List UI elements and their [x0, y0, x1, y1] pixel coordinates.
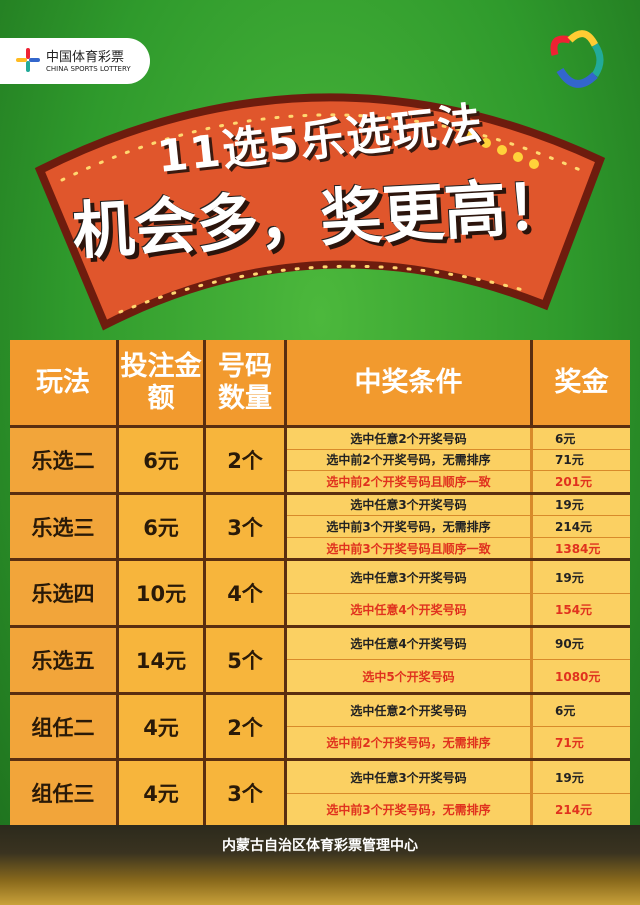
- table-header: 玩法 投注金额 号码数量 中奖条件 奖金: [10, 340, 630, 425]
- bet-cost: 6元: [119, 494, 203, 559]
- play-name: 乐选二: [10, 428, 116, 492]
- banner-art: [34, 30, 606, 331]
- condition-row: 选中任意3个开奖号码 19元: [287, 761, 630, 793]
- logo-mark: [16, 48, 40, 72]
- condition-text: 选中任意2个开奖号码: [287, 428, 530, 449]
- table-row: 乐选二 6元 2个 选中任意2个开奖号码 6元 选中前2个开奖号码，无需排序 71元 选中前2…: [10, 428, 630, 492]
- prize: 6元: [533, 694, 630, 727]
- bet-cost: 6元: [119, 428, 203, 492]
- number-count: 4个: [206, 561, 284, 626]
- condition-row: 选中任意3个开奖号码 19元: [287, 561, 630, 593]
- prize: 71元: [533, 727, 630, 759]
- prize: 19元: [533, 561, 630, 593]
- condition-row: 选中任意2个开奖号码 6元: [287, 694, 630, 727]
- number-count: 2个: [206, 428, 284, 492]
- condition-row: 选中前2个开奖号码且顺序一致 201元: [287, 471, 630, 492]
- table-row: 乐选三 6元 3个 选中任意3个开奖号码 19元 选中前3个开奖号码，无需排序 214元 选中…: [10, 494, 630, 559]
- prize: 154元: [533, 593, 630, 626]
- play-name: 乐选四: [10, 561, 116, 626]
- condition-row: 选中任意4个开奖号码 90元: [287, 628, 630, 660]
- prize: 214元: [533, 516, 630, 537]
- condition-row: 选中前2个开奖号码，无需排序 71元: [287, 449, 630, 471]
- rules-table: 玩法 投注金额 号码数量 中奖条件 奖金 乐选二 6元 2个 选中任意2个开奖号码 6元 选中前2个…: [10, 340, 630, 826]
- bet-cost: 14元: [119, 628, 203, 692]
- condition-text: 选中任意3个开奖号码: [287, 761, 530, 793]
- prize: 6元: [533, 428, 630, 449]
- condition-row: 选中前3个开奖号码，无需排序 214元: [287, 793, 630, 826]
- condition-text: 选中前2个开奖号码且顺序一致: [287, 471, 530, 492]
- condition-text: 选中任意3个开奖号码: [287, 494, 530, 516]
- header-cell: 玩法: [10, 340, 116, 425]
- number-count: 3个: [206, 494, 284, 559]
- conditions: 选中任意3个开奖号码 19元 选中任意4个开奖号码 154元: [287, 561, 630, 626]
- conditions: 选中任意3个开奖号码 19元 选中前3个开奖号码，无需排序 214元: [287, 761, 630, 826]
- prize: 90元: [533, 628, 630, 660]
- condition-row: 选中任意3个开奖号码 19元: [287, 494, 630, 516]
- logo-subtext: CHINA SPORTS LOTTERY: [46, 65, 131, 73]
- condition-text: 选中前3个开奖号码，无需排序: [287, 793, 530, 826]
- table-row: 乐选四 10元 4个 选中任意3个开奖号码 19元 选中任意4个开奖号码 154元: [10, 561, 630, 626]
- conditions: 选中任意2个开奖号码 6元 选中前2个开奖号码，无需排序 71元: [287, 694, 630, 759]
- table-row: 组任二 4元 2个 选中任意2个开奖号码 6元 选中前2个开奖号码，无需排序 71元: [10, 694, 630, 759]
- prize: 1384元: [533, 537, 630, 559]
- header-cell: 投注金额: [119, 340, 203, 425]
- prize: 1080元: [533, 660, 630, 692]
- bet-cost: 4元: [119, 761, 203, 826]
- play-name: 乐选三: [10, 494, 116, 559]
- condition-text: 选中任意4个开奖号码: [287, 628, 530, 660]
- play-name: 组任二: [10, 694, 116, 759]
- footer-text: 内蒙古自治区体育彩票管理中心: [222, 838, 418, 854]
- prize: 71元: [533, 449, 630, 471]
- table-row: 乐选五 14元 5个 选中任意4个开奖号码 90元 选中5个开奖号码 1080元: [10, 628, 630, 692]
- condition-row: 选中前2个开奖号码，无需排序 71元: [287, 727, 630, 759]
- condition-row: 选中任意4个开奖号码 154元: [287, 593, 630, 626]
- table-row: 组任三 4元 3个 选中任意3个开奖号码 19元 选中前3个开奖号码，无需排序 214元: [10, 761, 630, 826]
- condition-row: 选中任意2个开奖号码 6元: [287, 428, 630, 449]
- logo: 中国体育彩票 CHINA SPORTS LOTTERY: [0, 38, 150, 84]
- condition-text: 选中前3个开奖号码，无需排序: [287, 516, 530, 537]
- bet-cost: 4元: [119, 694, 203, 759]
- condition-row: 选中前3个开奖号码，无需排序 214元: [287, 516, 630, 537]
- condition-row: 选中前3个开奖号码且顺序一致 1384元: [287, 537, 630, 559]
- condition-text: 选中任意4个开奖号码: [287, 593, 530, 626]
- condition-text: 选中前3个开奖号码且顺序一致: [287, 537, 530, 559]
- logo-text: 中国体育彩票: [46, 50, 125, 65]
- number-count: 5个: [206, 628, 284, 692]
- condition-text: 选中5个开奖号码: [287, 660, 530, 692]
- condition-text: 选中前2个开奖号码，无需排序: [287, 727, 530, 759]
- prize: 201元: [533, 471, 630, 492]
- condition-text: 选中前2个开奖号码，无需排序: [287, 449, 530, 471]
- number-count: 3个: [206, 761, 284, 826]
- header-cell: 号码数量: [206, 340, 284, 425]
- play-name: 组任三: [10, 761, 116, 826]
- play-name: 乐选五: [10, 628, 116, 692]
- condition-text: 选中任意2个开奖号码: [287, 694, 530, 727]
- condition-row: 选中5个开奖号码 1080元: [287, 660, 630, 692]
- footer: 内蒙古自治区体育彩票管理中心: [0, 825, 640, 905]
- header-cell: 中奖条件: [287, 340, 530, 425]
- conditions: 选中任意3个开奖号码 19元 选中前3个开奖号码，无需排序 214元 选中前3个开奖号码…: [287, 494, 630, 559]
- conditions: 选中任意4个开奖号码 90元 选中5个开奖号码 1080元: [287, 628, 630, 692]
- conditions: 选中任意2个开奖号码 6元 选中前2个开奖号码，无需排序 71元 选中前2个开奖号码且顺…: [287, 428, 630, 492]
- prize: 19元: [533, 494, 630, 516]
- bet-cost: 10元: [119, 561, 203, 626]
- condition-text: 选中任意3个开奖号码: [287, 561, 530, 593]
- header-cell: 奖金: [533, 340, 630, 425]
- prize: 214元: [533, 793, 630, 826]
- number-count: 2个: [206, 694, 284, 759]
- prize: 19元: [533, 761, 630, 793]
